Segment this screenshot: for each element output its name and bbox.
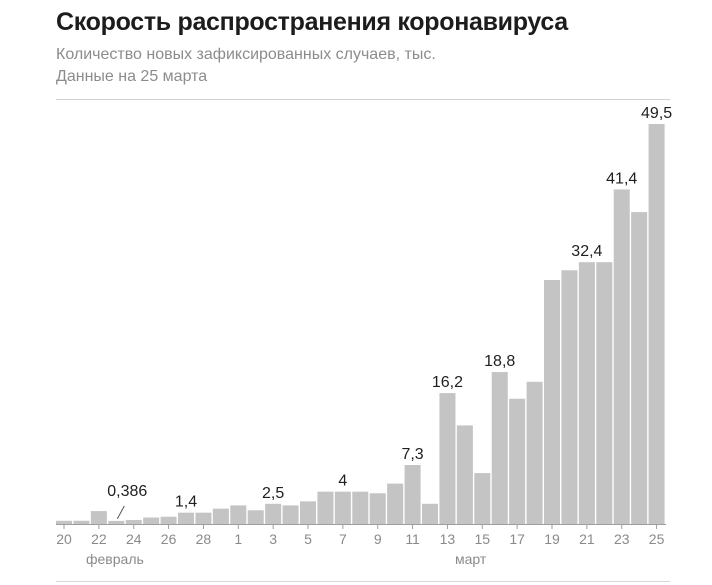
tick-label-30: 21 bbox=[579, 531, 595, 547]
tick-label-18: 9 bbox=[374, 531, 382, 547]
bar-25 bbox=[491, 372, 508, 524]
bar-24 bbox=[474, 473, 491, 524]
bar-34 bbox=[648, 124, 665, 524]
data-label-3: 0,386 bbox=[107, 483, 147, 500]
x-ticks-group: 20 22 24 26 28 1 3 5 7 9 11 13 15 17 19 21 23 25 bbox=[56, 525, 665, 547]
data-label-7: 1,4 bbox=[175, 494, 197, 511]
tick-label-12: 3 bbox=[269, 531, 277, 547]
data-labels-group: 0,386 1,4 2,5 4 7,3 16,2 18,8 32,4 41,4 49,5 bbox=[107, 105, 672, 520]
bar-6 bbox=[160, 516, 177, 524]
tick-label-20: 11 bbox=[405, 531, 420, 547]
chart-title: Скорость распространения коронавируса bbox=[56, 8, 568, 36]
tick-label-16: 7 bbox=[339, 531, 347, 547]
bar-27 bbox=[526, 381, 543, 524]
bar-32 bbox=[613, 189, 630, 524]
bar-16 bbox=[334, 491, 351, 524]
tick-label-24: 15 bbox=[475, 531, 491, 547]
bar-29 bbox=[561, 270, 578, 524]
bar-11 bbox=[247, 510, 264, 524]
tick-label-4: 24 bbox=[126, 531, 142, 547]
subtitle-units: Количество новых зафиксированных случаев… bbox=[56, 46, 436, 63]
tick-label-26: 17 bbox=[509, 531, 525, 547]
bar-4 bbox=[125, 519, 142, 524]
tick-label-0: 20 bbox=[56, 531, 72, 547]
month-label-23: март bbox=[455, 551, 487, 567]
bar-12 bbox=[265, 503, 282, 524]
bar-17 bbox=[352, 491, 369, 524]
tick-label-34: 25 bbox=[649, 531, 665, 547]
bars-group bbox=[56, 124, 666, 525]
bar-30 bbox=[578, 262, 595, 524]
month-labels-group: февраль март bbox=[86, 551, 487, 567]
bar-0 bbox=[56, 520, 73, 524]
tick-label-10: 1 bbox=[234, 531, 242, 547]
bottom-divider bbox=[56, 581, 670, 582]
bar-14 bbox=[300, 501, 317, 524]
bar-31 bbox=[596, 262, 613, 524]
bar-26 bbox=[509, 398, 526, 524]
bar-1 bbox=[73, 520, 90, 524]
bar-19 bbox=[387, 483, 404, 524]
leader-line-3 bbox=[116, 505, 125, 520]
tick-label-8: 28 bbox=[196, 531, 212, 547]
data-label-34: 49,5 bbox=[641, 105, 672, 122]
chart-subtitle: Количество новых зафиксированных случаев… bbox=[56, 44, 436, 88]
bar-20 bbox=[404, 465, 421, 524]
data-label-25: 18,8 bbox=[484, 353, 515, 370]
data-label-12: 2,5 bbox=[262, 485, 284, 502]
bar-7 bbox=[178, 512, 195, 524]
subtitle-date: Данные на 25 марта bbox=[56, 68, 208, 85]
bar-22 bbox=[439, 393, 456, 524]
bar-33 bbox=[631, 212, 648, 524]
top-divider bbox=[56, 99, 670, 100]
data-label-30: 32,4 bbox=[571, 243, 602, 260]
tick-label-6: 26 bbox=[161, 531, 177, 547]
tick-label-32: 23 bbox=[614, 531, 630, 547]
tick-label-14: 5 bbox=[304, 531, 312, 547]
bar-23 bbox=[456, 425, 473, 524]
month-label-1: февраль bbox=[86, 551, 144, 567]
bar-3 bbox=[108, 520, 125, 524]
bar-13 bbox=[282, 505, 299, 524]
bar-15 bbox=[317, 491, 334, 524]
bar-28 bbox=[544, 279, 561, 524]
tick-label-22: 13 bbox=[440, 531, 456, 547]
bar-2 bbox=[90, 511, 107, 524]
tick-label-28: 19 bbox=[544, 531, 560, 547]
bar-18 bbox=[369, 493, 386, 524]
bar-10 bbox=[230, 505, 247, 524]
bar-9 bbox=[212, 508, 229, 524]
bar-5 bbox=[143, 517, 160, 524]
data-label-20: 7,3 bbox=[401, 446, 423, 463]
data-label-32: 41,4 bbox=[606, 170, 637, 187]
bar-21 bbox=[422, 503, 439, 524]
data-label-16: 4 bbox=[338, 473, 347, 490]
tick-label-2: 22 bbox=[91, 531, 107, 547]
bar-8 bbox=[195, 512, 212, 524]
data-label-22: 16,2 bbox=[432, 374, 463, 391]
